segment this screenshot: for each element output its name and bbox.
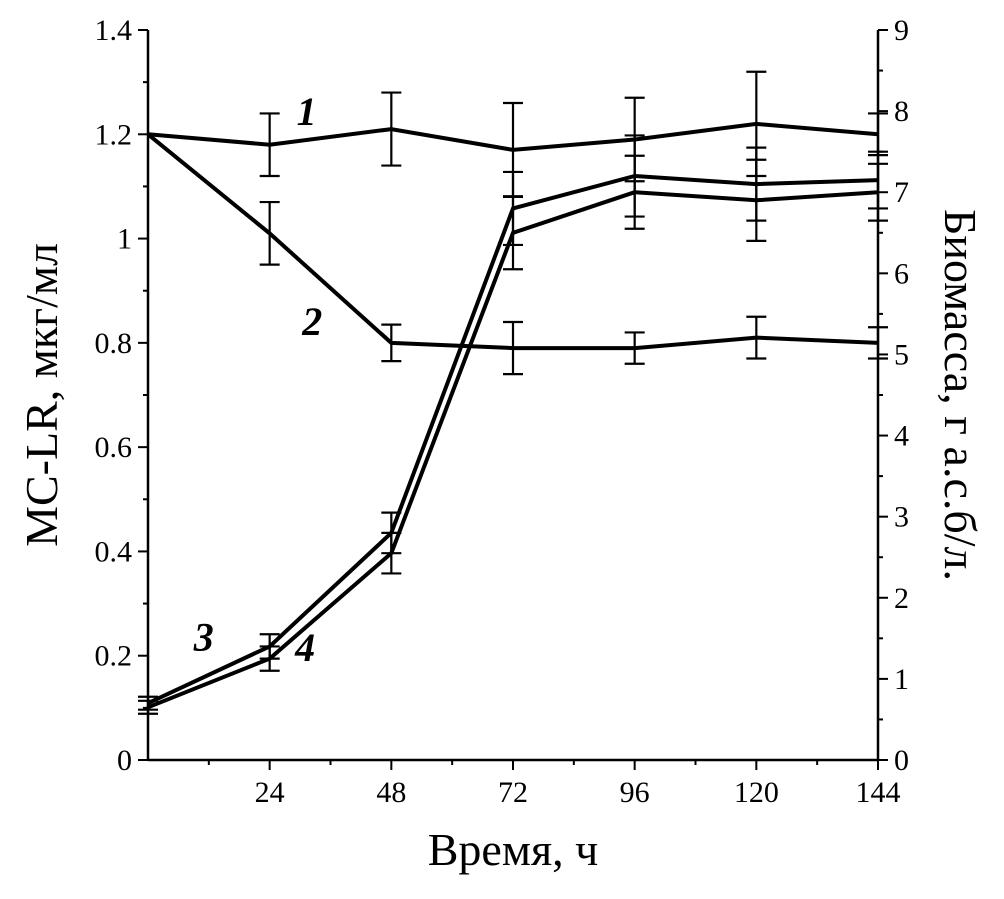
- svg-text:0.4: 0.4: [95, 535, 133, 568]
- svg-text:144: 144: [856, 776, 901, 809]
- svg-text:48: 48: [376, 776, 406, 809]
- svg-text:0.2: 0.2: [95, 640, 133, 673]
- svg-text:2: 2: [894, 582, 909, 615]
- svg-text:0.6: 0.6: [95, 431, 133, 464]
- series-2-errorbars: [259, 200, 888, 376]
- svg-text:24: 24: [255, 776, 285, 809]
- svg-text:0.8: 0.8: [95, 327, 133, 360]
- svg-text:120: 120: [734, 776, 779, 809]
- curve-label-4: 4: [294, 625, 315, 670]
- svg-text:1: 1: [894, 663, 909, 696]
- series-4-line: [147, 190, 879, 710]
- curve-label-2: 2: [301, 299, 322, 344]
- x-axis-title: Время, ч: [427, 824, 599, 875]
- svg-text:1: 1: [117, 223, 132, 256]
- svg-text:3: 3: [894, 501, 909, 534]
- svg-text:4: 4: [894, 420, 909, 453]
- series-2-line: [146, 132, 879, 351]
- svg-text:0: 0: [117, 744, 132, 777]
- curve-label-1: 1: [297, 89, 317, 134]
- svg-text:0: 0: [894, 744, 909, 777]
- svg-text:6: 6: [894, 257, 909, 290]
- svg-text:96: 96: [620, 776, 650, 809]
- series-4-errorbars: [138, 154, 888, 715]
- series-1-line: [147, 121, 879, 152]
- svg-text:9: 9: [894, 14, 909, 47]
- right-axis-title: Биомасса, г а.с.б/л.: [935, 208, 986, 582]
- left-axis-title: МС-LR, мкг/мл: [16, 243, 67, 547]
- svg-text:8: 8: [894, 95, 909, 128]
- svg-text:72: 72: [498, 776, 528, 809]
- svg-text:1.4: 1.4: [95, 14, 133, 47]
- series-3-line: [147, 173, 879, 706]
- svg-text:5: 5: [894, 338, 909, 371]
- curve-label-3: 3: [193, 615, 214, 660]
- svg-text:7: 7: [894, 176, 909, 209]
- svg-text:1.2: 1.2: [95, 118, 133, 151]
